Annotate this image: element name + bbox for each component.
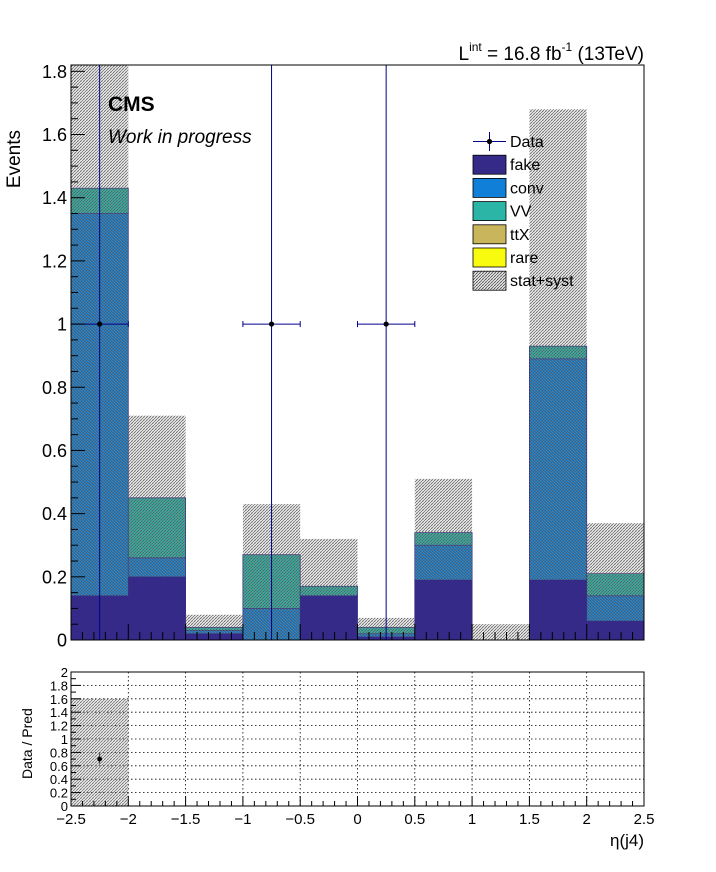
ratio-y-tick-label-10: 2	[61, 665, 68, 680]
y-tick-label-3: 0.6	[42, 441, 67, 461]
x-tick-label-6: 0.5	[404, 811, 425, 828]
data-point-2	[357, 65, 416, 640]
x-tick-label-0: −2.5	[56, 811, 86, 828]
legend-entry-5: rare	[472, 247, 539, 268]
ratio-y-tick-label-1: 0.2	[50, 786, 68, 801]
lumi-label: Lint = 16.8 fb-1 (13TeV)	[458, 40, 644, 65]
svg-text:Data: Data	[510, 134, 544, 151]
svg-text:rare: rare	[510, 250, 539, 267]
legend-entry-2: conv	[472, 177, 544, 198]
svg-text:conv: conv	[510, 180, 544, 197]
cms-label: CMS	[108, 93, 155, 116]
svg-text:ttX: ttX	[510, 227, 530, 244]
unc-band-1	[128, 415, 186, 577]
main-plot: 0 0.2 0.4 0.6 0.8 1 1.2 1.4 1.6 1.8 Events CMS Wo…	[4, 62, 645, 651]
legend-entry-3: VV	[472, 201, 532, 222]
svg-text:fake: fake	[510, 157, 540, 174]
x-tick-label-9: 2	[583, 811, 591, 828]
y-tick-label-4: 0.8	[42, 378, 67, 398]
x-tick-label-10: 2.5	[634, 811, 655, 828]
ratio-y-tick-label-5: 1	[61, 732, 68, 747]
cms-sublabel: Work in progress	[108, 127, 252, 148]
x-tick-label-5: 0	[353, 811, 361, 828]
y-tick-label-5: 1	[57, 315, 67, 335]
y-tick-label-9: 1.8	[42, 62, 67, 82]
unc-band-6	[414, 478, 473, 580]
bar-fake-9	[586, 620, 644, 640]
ratio-y-tick-label-3: 0.6	[50, 759, 68, 774]
unc-band-7	[472, 624, 530, 640]
ratio-y-tick-label-7: 1.4	[50, 705, 68, 720]
ratio-plot: 00.20.40.60.811.21.41.61.82−2.5 −2 −1.5 −1−…	[19, 665, 654, 850]
legend-entry-4: ttX	[472, 224, 530, 245]
ratio-y-tick-label-0: 0	[61, 799, 68, 814]
x-tick-label-4: −0.5	[285, 811, 315, 828]
y-tick-label-2: 0.4	[42, 504, 67, 524]
ratio-y-tick-label-2: 0.4	[50, 772, 68, 787]
legend: Data fake conv VV ttX rare stat+syst	[472, 132, 574, 291]
x-axis-title: η(j4)	[610, 831, 644, 850]
bar-fake-1	[127, 576, 187, 640]
unc-band-2	[185, 614, 243, 634]
bar-fake-8	[529, 579, 588, 640]
y-tick-label-8: 1.6	[42, 125, 67, 145]
x-tick-label-7: 1	[468, 811, 476, 828]
x-tick-label-8: 1.5	[519, 811, 540, 828]
ratio-y-tick-label-8: 1.6	[50, 692, 68, 707]
legend-entry-0: Data	[473, 132, 544, 151]
svg-text:VV: VV	[510, 204, 532, 221]
legend-entry-6: stat+syst	[472, 270, 574, 291]
x-tick-label-2: −1.5	[171, 811, 201, 828]
unc-band-8	[529, 109, 587, 580]
ratio-y-tick-label-6: 1.2	[50, 719, 68, 734]
x-tick-label-1: −2	[120, 811, 137, 828]
bar-fake-6	[414, 579, 473, 640]
x-tick-label-3: −1	[234, 811, 251, 828]
y-tick-label-7: 1.4	[42, 188, 67, 208]
ratio-point-0	[97, 753, 103, 764]
legend-entry-1: fake	[472, 154, 540, 175]
svg-text:stat+syst: stat+syst	[510, 273, 574, 290]
y-tick-label-0: 0	[57, 631, 67, 651]
unc-band-9	[586, 523, 644, 622]
ratio-y-tick-label-4: 0.8	[50, 745, 68, 760]
unc-band-4	[300, 538, 358, 596]
ratio-y-tick-label-9: 1.8	[50, 678, 68, 693]
bar-fake-4	[299, 595, 358, 640]
y-axis-title: Events	[4, 130, 25, 188]
y-tick-label-6: 1.2	[42, 251, 67, 271]
ratio-y-axis-title: Data / Pred	[19, 708, 35, 779]
y-tick-label-1: 0.2	[42, 567, 67, 587]
bar-fake-2	[185, 633, 244, 640]
data-point-1	[242, 65, 301, 640]
